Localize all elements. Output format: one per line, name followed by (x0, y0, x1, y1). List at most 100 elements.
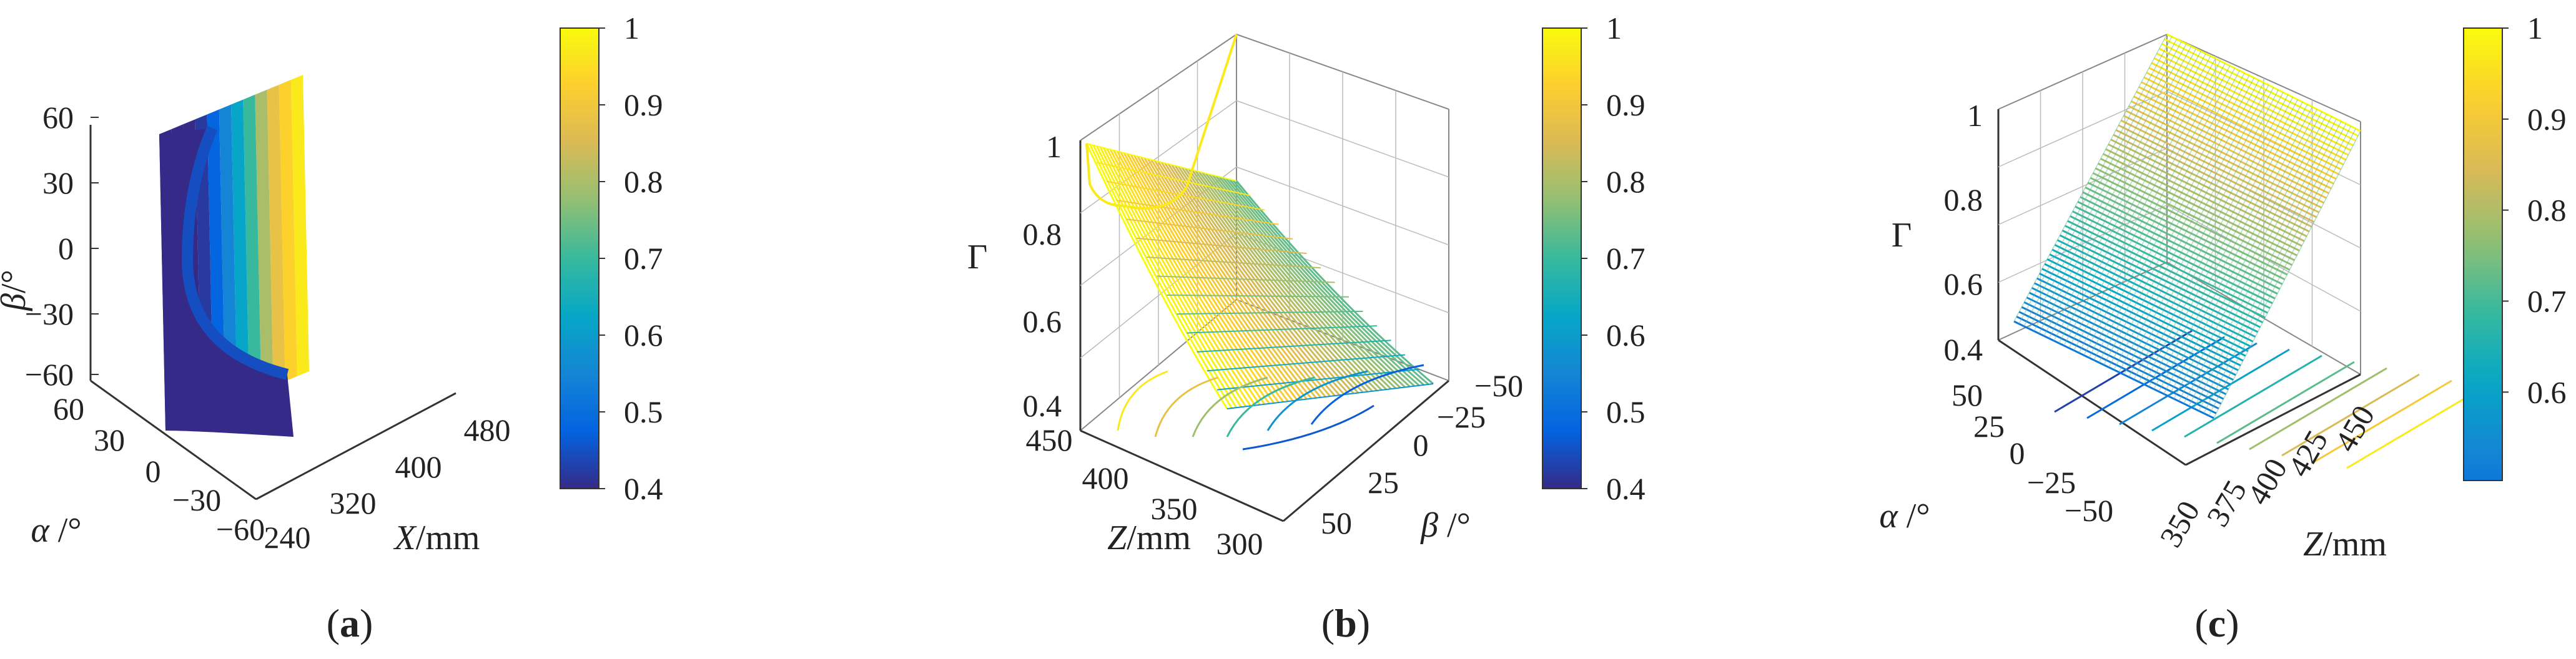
c-mesh-cross (2043, 48, 2197, 336)
c-contour-line (2249, 367, 2387, 451)
c-mesh-cross (2193, 121, 2342, 409)
b-x-tick-label: 350 (1151, 491, 1198, 526)
a-x-tick-label: 240 (264, 520, 311, 555)
colorbar-tick-label: 0.6 (1606, 318, 1646, 353)
a-x-tick-label: 480 (464, 412, 511, 447)
c-x-tick-label: 375 (2199, 474, 2253, 532)
c-z-tick-label: 1 (1967, 98, 1983, 133)
a-x-axis-line (255, 392, 456, 500)
c-mesh-cross (2158, 104, 2308, 392)
c-x-tick-label: 350 (2153, 495, 2206, 553)
b-mesh-line (1102, 147, 1251, 407)
c-mesh-cross (2153, 102, 2303, 389)
b-mesh-line (1130, 154, 1289, 403)
a-surface-band (255, 89, 274, 391)
colorbar-tick-label: 0.5 (1606, 394, 1646, 429)
b-mesh-line (1235, 180, 1434, 385)
b-mesh-line (1215, 175, 1406, 388)
b-mesh-line (1181, 167, 1360, 394)
c-grid-line (2166, 205, 2361, 312)
c-floor-contours (2054, 330, 2485, 469)
b-mesh-line (1188, 168, 1369, 393)
colorbar-tick-label: 1 (1606, 11, 1622, 46)
c-mesh-cross (2123, 87, 2274, 375)
c-y-tick-label: 0 (2010, 436, 2025, 471)
b-z-tick-label: 0.8 (1023, 217, 1062, 251)
a-surface-band (243, 94, 262, 396)
a-z-tick-label: −30 (25, 296, 74, 331)
b-mesh-cross (1187, 325, 1378, 334)
b-mesh-cross (1226, 383, 1434, 409)
colorbar-tick-label: 0.5 (624, 394, 663, 429)
c-mesh-cross (2198, 124, 2347, 411)
c-mesh-cross (2138, 94, 2289, 383)
b-mesh-line (1198, 171, 1383, 391)
b-z-tick-label: 0.6 (1023, 304, 1062, 339)
c-caption: (c) (2194, 601, 2239, 645)
b-mesh-cross (1096, 162, 1251, 197)
b-mesh-line (1116, 150, 1270, 404)
a-y-axis-line (90, 379, 257, 500)
c-contour-line (2216, 361, 2355, 444)
c-mesh-cross (2023, 39, 2178, 327)
colorbar-tick-label: 0.4 (624, 471, 663, 506)
c-mesh-cross (2053, 53, 2206, 341)
b-mesh-cross (1167, 294, 1350, 298)
c-mesh-cross (2038, 46, 2192, 334)
b-contour-line (1310, 364, 1424, 425)
c-z-tick-label: 0.8 (1944, 182, 1983, 217)
c-mesh-cross (2168, 109, 2317, 397)
c-mesh-cross (2068, 61, 2221, 348)
c-surface (2013, 33, 2361, 419)
b-mesh-line (1157, 160, 1326, 398)
c-box-edge (1998, 339, 2186, 466)
a-z-tick-label: 30 (42, 165, 74, 200)
b-mesh-cross (1106, 180, 1265, 211)
c-mesh-cross (2173, 111, 2322, 399)
b-mesh-cross (1086, 143, 1237, 182)
c-mesh-cross (2133, 92, 2284, 380)
b-mesh-line (1137, 155, 1298, 401)
b-box-edge (1283, 379, 1449, 522)
c-colorbar-ticks: 1 0.9 0.8 0.7 0.6 (2502, 11, 2567, 409)
a-colorbar-ticks: 1 0.9 0.8 0.7 0.6 0.5 0.4 (599, 11, 663, 506)
a-y-tick-label: −30 (172, 482, 221, 517)
c-mesh-cross (2058, 56, 2211, 344)
b-mesh-line (1096, 145, 1242, 408)
c-contour-line (2346, 386, 2485, 469)
b-mesh-line (1195, 170, 1378, 391)
c-contour-line (2281, 373, 2420, 457)
b-z-tick-label: 0.4 (1023, 388, 1062, 423)
colorbar-tick-label: 0.8 (2527, 193, 2567, 228)
b-mesh-line (1232, 179, 1429, 386)
colorbar-tick-label: 0.6 (624, 318, 663, 353)
c-y-tick-label: −50 (2065, 493, 2113, 528)
a-y-tick-label: −60 (216, 512, 265, 547)
c-y-tick-label: −25 (2027, 465, 2076, 500)
a-z-tick-label: −60 (25, 357, 74, 392)
b-mesh-line (1191, 169, 1373, 392)
b-mesh-cross (1197, 339, 1391, 353)
b-mesh-line (1202, 172, 1388, 391)
b-mesh-line (1140, 157, 1303, 401)
b-ridge (1085, 34, 1238, 210)
a-y-tick-label: 30 (94, 422, 125, 457)
b-y-tick-label: 50 (1321, 505, 1352, 540)
b-mesh-line (1160, 162, 1331, 397)
b-colorbar-ticks: 1 0.9 0.8 0.7 0.6 0.5 0.4 (1581, 11, 1646, 506)
c-contour-line (2184, 354, 2322, 438)
b-mesh-line (1228, 178, 1424, 386)
b-mesh-line (1127, 153, 1285, 403)
b-box-edge (1080, 429, 1284, 522)
c-mesh-cross (2208, 128, 2356, 416)
b-mesh-cross (1177, 310, 1363, 315)
a-caption: (a) (327, 601, 373, 645)
colorbar-tick-label: 0.8 (624, 164, 663, 199)
b-xlabel: Z/mm (1107, 519, 1191, 557)
c-mesh-cross (2018, 36, 2173, 325)
b-colorbar (1542, 27, 1582, 489)
c-z-tick-label: 0.4 (1944, 332, 1983, 367)
